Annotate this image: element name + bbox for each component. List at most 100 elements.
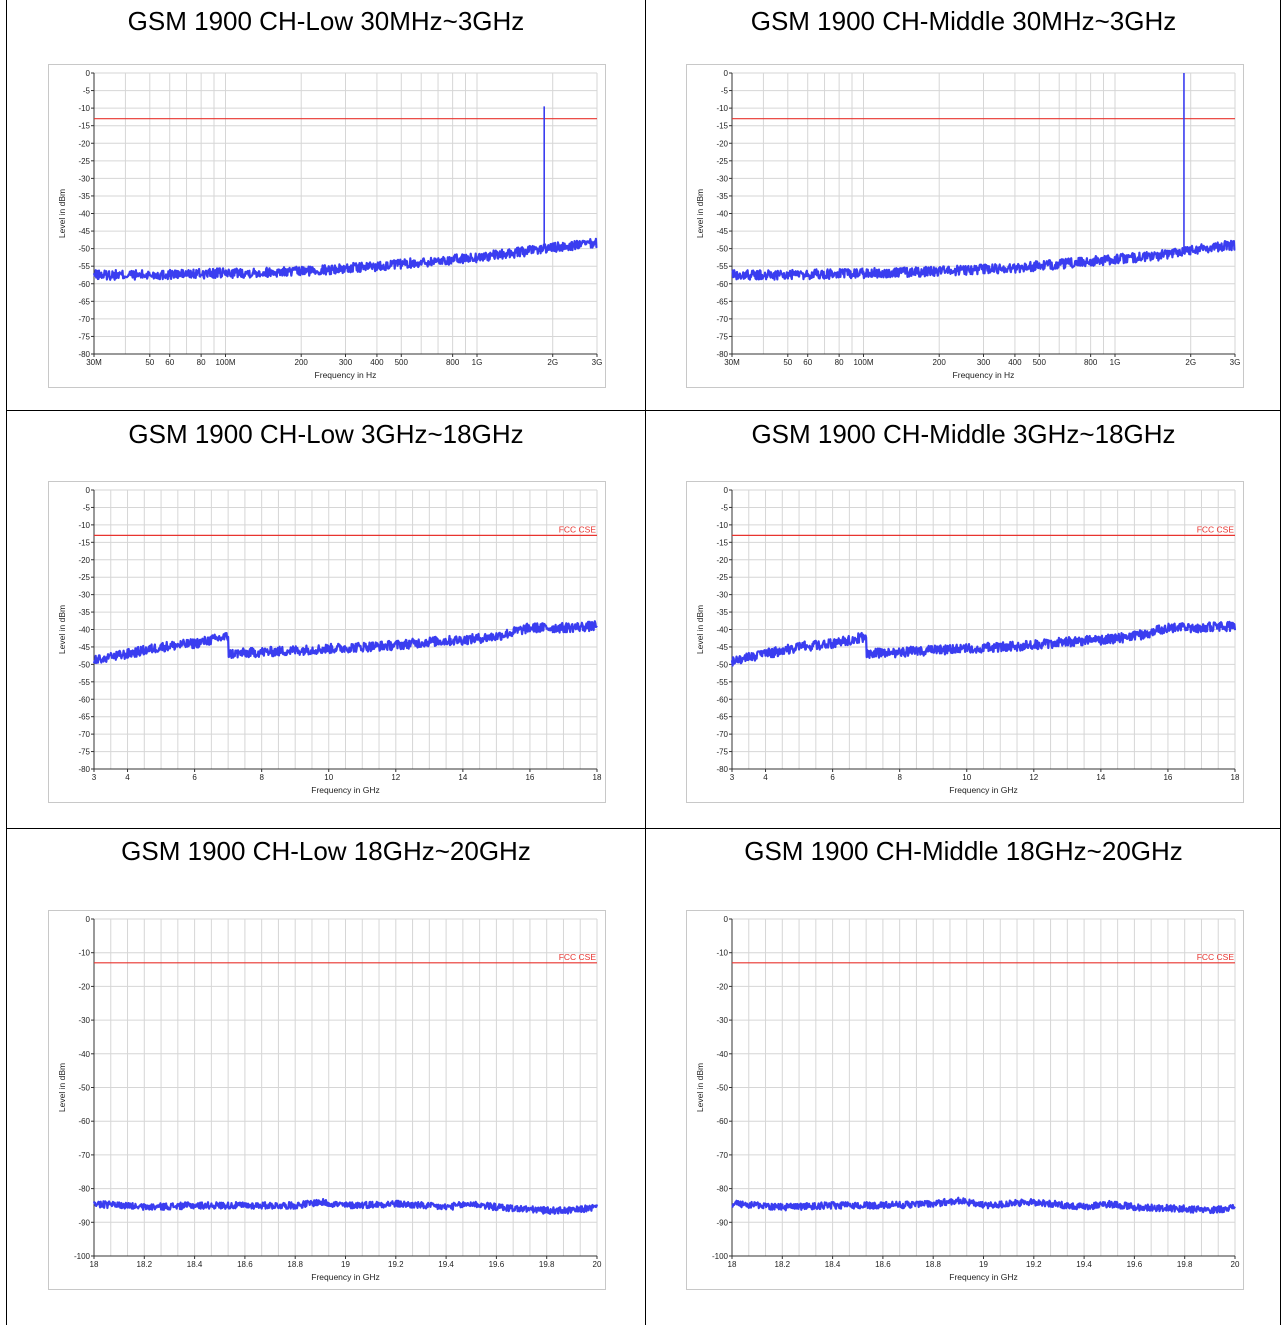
y-tick-label: -10 [78,104,90,113]
y-tick-label: -60 [716,280,728,289]
y-tick-labels: 0 -10 -20 -30 -40 -50 -60 -70 -80 -90 -100 [74,915,94,1261]
chart-frame: 0 -5 -10 -15 -20 -25 -30 -35 -40 -45 -50 -55 -60 -65 -… [686,481,1244,803]
row-divider [7,410,1281,411]
y-tick-label: -15 [716,538,728,547]
y-tick-label: -55 [78,678,90,687]
y-tick-label: -60 [78,695,90,704]
x-tick-labels: 30M 50 60 80 100M 200 300 400 500 800 1G 2G 3G [724,354,1240,367]
panel-low-30mhz-3ghz: GSM 1900 CH-Low 30MHz~3GHz 0 -5 -10 -15 -20 -… [7,0,645,410]
x-tick-label: 3 [730,773,735,782]
y-tick-label: -80 [78,350,90,359]
y-tick-label: -60 [78,280,90,289]
y-tick-label: -10 [716,949,728,958]
x-tick-label: 60 [803,358,812,367]
x-tick-labels: 3 4 6 8 10 12 14 16 18 [92,769,602,782]
x-tick-label: 19.6 [489,1260,505,1269]
y-axis-label: Level in dBm [695,1063,705,1112]
panel-low-18ghz-20ghz: GSM 1900 CH-Low 18GHz~20GHz 0 -10 -20 -30 -4… [7,828,645,1325]
x-tick-labels: 30M 50 60 80 100M 200 300 400 500 800 1G 2G 3G [86,354,602,367]
y-tick-label: -60 [78,1117,90,1126]
panel-title: GSM 1900 CH-Middle 30MHz~3GHz [750,6,1177,36]
x-axis-label: Frequency in Hz [953,370,1015,380]
panel-title: GSM 1900 CH-Low 30MHz~3GHz [127,6,525,36]
x-tick-label: 300 [339,358,353,367]
y-tick-label: -50 [716,660,728,669]
x-tick-label: 19.2 [388,1260,404,1269]
x-tick-label: 60 [165,358,174,367]
column-divider [645,0,646,1325]
x-tick-label: 19.2 [1026,1260,1042,1269]
panel-title: GSM 1900 CH-Middle 3GHz~18GHz [751,419,1176,449]
y-tick-label: 0 [86,915,91,924]
y-tick-label: -50 [78,1084,90,1093]
y-tick-label: -55 [716,262,728,271]
y-axis-label: Level in dBm [57,1063,67,1112]
row-divider [7,828,1281,829]
chart-frame: 0 -5 -10 -15 -20 -25 -30 -35 -40 -45 -50 -55 -60 -65 -… [686,64,1244,388]
x-tick-label: 80 [835,358,844,367]
x-tick-label: 19.4 [1076,1260,1092,1269]
y-tick-label: -10 [78,521,90,530]
x-tick-label: 16 [1163,773,1172,782]
y-tick-label: -25 [716,157,728,166]
y-tick-label: -75 [78,748,90,757]
y-tick-label: -40 [716,210,728,219]
x-tick-label: 800 [446,358,460,367]
x-tick-label: 200 [933,358,947,367]
y-tick-label: 0 [86,69,91,78]
x-tick-label: 19.4 [438,1260,454,1269]
x-tick-label: 800 [1084,358,1098,367]
spectrum-trace [731,239,1236,281]
y-tick-label: -40 [78,626,90,635]
y-tick-label: -75 [716,332,728,341]
y-axis-label: Level in dBm [695,189,705,238]
x-axis-label: Frequency in GHz [311,1272,380,1282]
y-tick-label: -70 [716,1151,728,1160]
y-tick-label: -40 [78,210,90,219]
x-tick-label: 18 [90,1260,99,1269]
y-tick-label: -75 [716,748,728,757]
y-tick-label: -70 [78,1151,90,1160]
x-tick-label: 400 [370,358,384,367]
y-tick-label: -30 [78,174,90,183]
x-tick-label: 20 [593,1260,602,1269]
x-tick-label: 6 [830,773,835,782]
x-tick-label: 18.4 [825,1260,841,1269]
panel-middle-18ghz-20ghz: GSM 1900 CH-Middle 18GHz~20GHz 0 -10 -20 -3… [645,828,1281,1325]
y-tick-label: -60 [716,1117,728,1126]
limit-line-label: FCC CSE [1197,524,1235,534]
y-tick-label: -20 [716,982,728,991]
x-tick-label: 4 [763,773,768,782]
x-tick-label: 10 [324,773,333,782]
x-tick-label: 19.8 [539,1260,555,1269]
y-tick-label: -15 [78,538,90,547]
x-tick-label: 19.8 [1177,1260,1193,1269]
y-tick-label: 0 [724,486,729,495]
y-tick-labels: 0 -5 -10 -15 -20 -25 -30 -35 -40 -45 -50 -55 -60 -65 -… [716,69,732,359]
y-tick-label: -30 [716,174,728,183]
x-tick-label: 19 [341,1260,350,1269]
y-tick-label: -10 [78,949,90,958]
y-tick-label: -25 [78,157,90,166]
y-tick-label: -15 [716,122,728,131]
x-tick-label: 8 [897,773,902,782]
y-tick-label: -55 [716,678,728,687]
x-tick-labels: 18 18.2 18.4 18.6 18.8 19 19.2 19.4 19.6 19.8 20 [728,1256,1240,1269]
y-tick-label: -90 [716,1218,728,1227]
x-axis-label: Frequency in GHz [949,1272,1018,1282]
x-tick-label: 3G [592,358,603,367]
x-tick-label: 19.6 [1127,1260,1143,1269]
y-tick-label: -40 [716,1050,728,1059]
x-tick-label: 30M [724,358,740,367]
y-tick-label: -100 [74,1252,91,1261]
y-tick-label: -65 [716,713,728,722]
x-tick-label: 200 [295,358,309,367]
y-tick-label: -100 [712,1252,729,1261]
x-axis-label: Frequency in Hz [315,370,377,380]
y-tick-label: -10 [716,104,728,113]
spectrum-trace [92,1198,599,1215]
x-tick-label: 50 [783,358,792,367]
y-tick-label: -80 [78,765,90,774]
